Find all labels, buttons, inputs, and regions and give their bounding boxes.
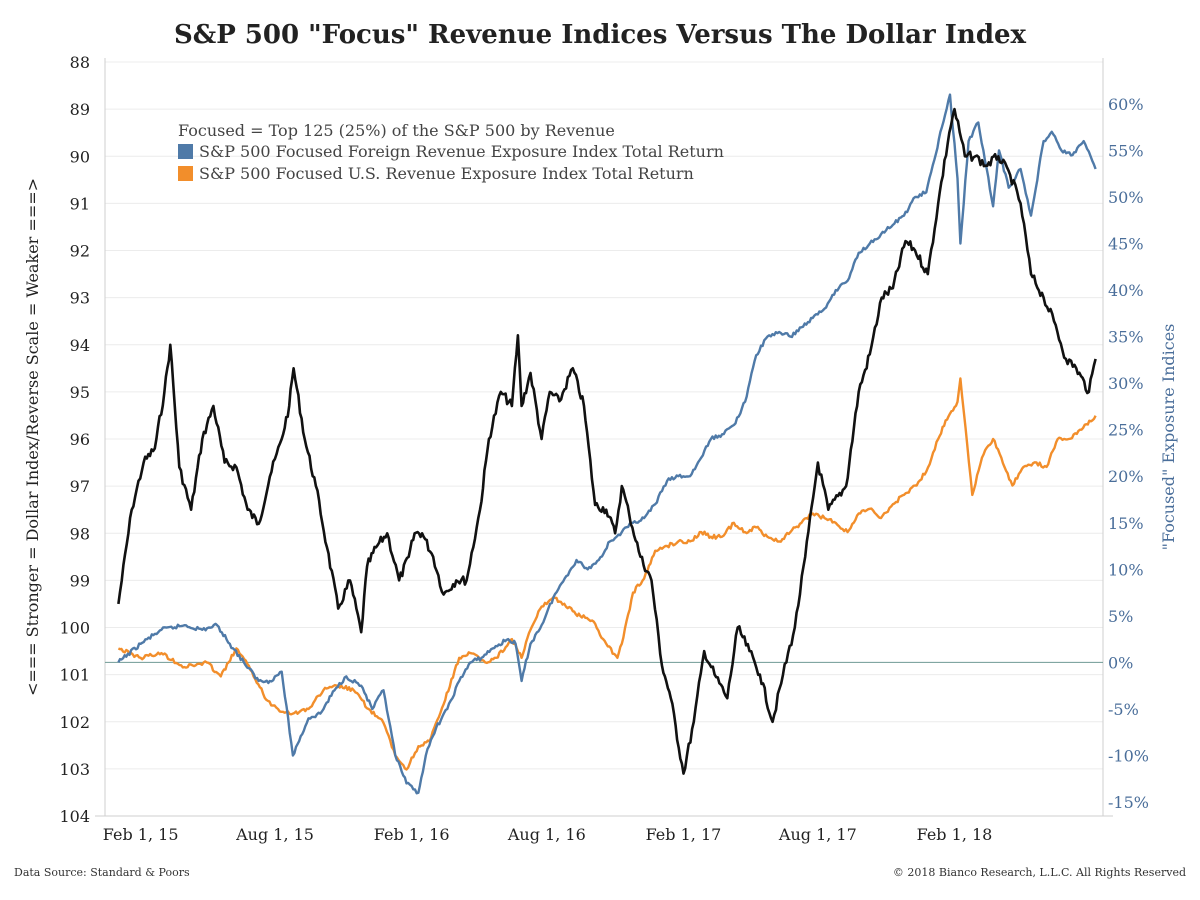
- x-tick-label: Aug 1, 17: [778, 825, 857, 844]
- left-tick-label: 104: [59, 807, 90, 826]
- left-tick-label: 98: [70, 524, 90, 543]
- left-tick-label: 101: [59, 666, 90, 685]
- left-tick-label: 94: [70, 336, 90, 355]
- right-tick-label: 10%: [1108, 560, 1144, 579]
- x-tick-label: Aug 1, 15: [235, 825, 314, 844]
- x-tick-label: Feb 1, 15: [103, 825, 179, 844]
- right-tick-label: 50%: [1108, 188, 1144, 207]
- right-tick-label: 55%: [1108, 141, 1144, 160]
- right-tick-label: 5%: [1108, 607, 1133, 626]
- us-revenue-line: [117, 377, 1097, 771]
- left-tick-label: 103: [59, 760, 90, 779]
- right-axis-ticks: -15% -10% -5% 0% 5% 10% 15% 20% 25% 30% 35% 40% 45% 5…: [1108, 95, 1149, 812]
- right-tick-label: 60%: [1108, 95, 1144, 114]
- left-tick-label: 102: [59, 713, 90, 732]
- left-tick-label: 95: [70, 383, 90, 402]
- x-tick-label: Feb 1, 17: [646, 825, 722, 844]
- right-tick-label: 45%: [1108, 235, 1144, 254]
- legend-swatch-us: [178, 166, 193, 181]
- legend-swatch-foreign: [178, 144, 193, 159]
- right-tick-label: -10%: [1108, 746, 1149, 765]
- chart-title: S&P 500 "Focus" Revenue Indices Versus T…: [174, 20, 1027, 50]
- left-tick-label: 89: [70, 100, 90, 119]
- x-tick-label: Aug 1, 16: [507, 825, 586, 844]
- right-tick-label: 35%: [1108, 328, 1144, 347]
- left-tick-label: 97: [70, 477, 90, 496]
- left-tick-label: 93: [70, 289, 90, 308]
- dollar-index-line: [117, 107, 1097, 775]
- legend: Focused = Top 125 (25%) of the S&P 500 b…: [178, 121, 724, 183]
- x-tick-label: Feb 1, 16: [374, 825, 450, 844]
- left-tick-label: 96: [70, 430, 90, 449]
- left-tick-label: 99: [70, 571, 90, 590]
- right-tick-label: -5%: [1108, 700, 1139, 719]
- right-tick-label: -15%: [1108, 793, 1149, 812]
- left-tick-label: 91: [70, 194, 90, 213]
- right-tick-label: 15%: [1108, 514, 1144, 533]
- legend-label-foreign: S&P 500 Focused Foreign Revenue Exposure…: [199, 142, 724, 161]
- x-tick-label: Feb 1, 18: [917, 825, 993, 844]
- foreign-revenue-line: [117, 93, 1097, 795]
- legend-label-us: S&P 500 Focused U.S. Revenue Exposure In…: [199, 164, 694, 183]
- left-axis-label: <=== Stronger = Dollar Index/Reverse Sca…: [23, 178, 42, 696]
- data-source: Data Source: Standard & Poors: [14, 866, 190, 879]
- left-tick-label: 100: [59, 619, 90, 638]
- series-layer: [117, 93, 1097, 795]
- copyright: © 2018 Bianco Research, L.L.C. All Right…: [893, 866, 1186, 879]
- right-tick-label: 25%: [1108, 421, 1144, 440]
- left-tick-label: 90: [70, 147, 90, 166]
- left-tick-label: 92: [70, 242, 90, 261]
- legend-header: Focused = Top 125 (25%) of the S&P 500 b…: [178, 121, 615, 140]
- right-tick-label: 20%: [1108, 467, 1144, 486]
- right-tick-label: 40%: [1108, 281, 1144, 300]
- right-tick-label: 30%: [1108, 374, 1144, 393]
- x-axis-ticks: Feb 1, 15 Aug 1, 15 Feb 1, 16 Aug 1, 16 Feb …: [103, 825, 993, 844]
- left-tick-label: 88: [70, 53, 90, 72]
- right-tick-label: 0%: [1108, 653, 1133, 672]
- left-axis-ticks: 88 89 90 91 92 93 94 95 96 97 98 99 100 101 102 103 104: [59, 53, 90, 826]
- right-axis-label: "Focused" Exposure Indices: [1159, 324, 1178, 551]
